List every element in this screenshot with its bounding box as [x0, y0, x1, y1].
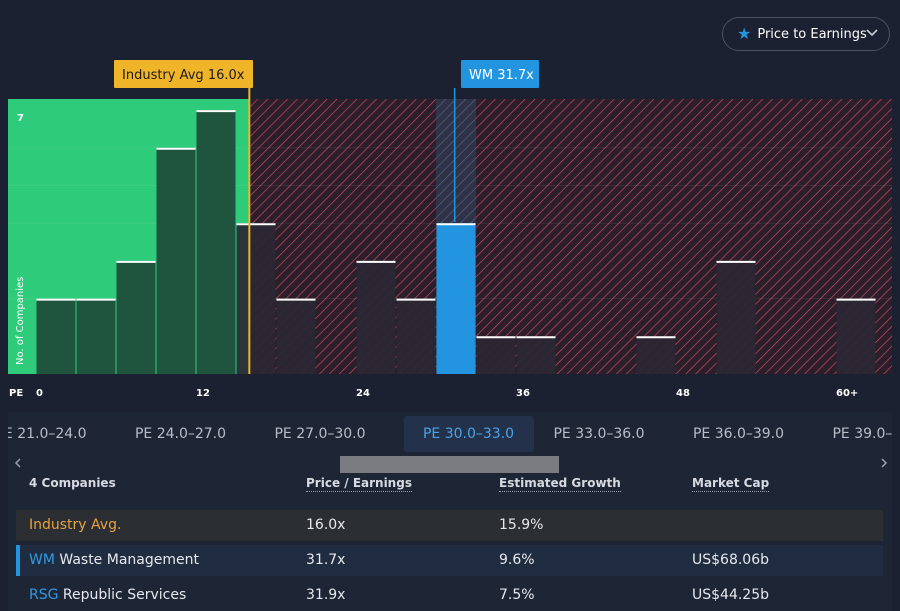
- pe-distribution-chart: Industry Avg 16.0x WM 31.7x 7 No. of Com…: [8, 60, 893, 399]
- bar-pe-12[interactable]: [196, 110, 236, 374]
- tab-pe-range[interactable]: PE 33.0–36.0: [553, 426, 645, 442]
- table-row[interactable]: WM Waste Management 31.7x 9.6% US$68.06b: [16, 545, 883, 576]
- row-company[interactable]: RSG Republic Services: [29, 587, 186, 603]
- bar-pe-51[interactable]: [716, 260, 756, 374]
- company-label: WM 31.7x: [469, 68, 534, 83]
- tab-pe-range[interactable]: PE 21.0–24.0: [8, 426, 87, 442]
- bar-pe-3[interactable]: [76, 298, 116, 374]
- bar-pe-0[interactable]: [36, 298, 76, 374]
- header-companies: 4 Companies: [29, 476, 116, 490]
- above-average-zone: [249, 99, 893, 374]
- row-name: Industry Avg.: [29, 517, 122, 533]
- metric-dropdown[interactable]: ★ Price to Earnings: [722, 17, 890, 51]
- row-growth: 9.6%: [499, 552, 535, 568]
- row-pe: 31.7x: [306, 552, 346, 568]
- star-icon: ★: [737, 24, 752, 43]
- row-pe: 16.0x: [306, 517, 346, 533]
- bar-pe-6[interactable]: [116, 260, 156, 374]
- tab-pe-range[interactable]: PE 24.0–27.0: [134, 426, 227, 442]
- table-header: 4 Companies Price / Earnings Estimated G…: [8, 472, 892, 498]
- row-market-cap: US$44.25b: [692, 587, 770, 603]
- x-tick-label: 0: [36, 388, 43, 399]
- company-marker: WM 31.7x: [461, 60, 539, 88]
- table-row[interactable]: RSG Republic Services 31.9x 7.5% US$44.2…: [16, 580, 883, 611]
- bar-pe-45[interactable]: [636, 336, 676, 374]
- x-axis-prefix: PE: [9, 388, 23, 399]
- bar-pe-9[interactable]: [156, 147, 196, 374]
- scroll-right-icon[interactable]: [878, 456, 890, 470]
- x-tick-label: 60+: [836, 388, 858, 399]
- bar-pe-36[interactable]: [516, 336, 556, 374]
- tab-pe-range[interactable]: PE 36.0–39.0: [692, 426, 785, 442]
- x-axis-ticks: 0 12 24 36 48 60+: [36, 388, 858, 399]
- selected-indicator: [16, 545, 20, 576]
- pe-range-tabs: PE 21.0–24.0 PE 24.0–27.0 PE 27.0–30.0 PE 3…: [8, 416, 892, 452]
- x-tick-label: 36: [516, 388, 530, 399]
- tabs-scrollbar[interactable]: [340, 456, 559, 473]
- row-growth: 15.9%: [499, 517, 544, 533]
- row-pe: 31.9x: [306, 587, 346, 603]
- bar-pe-30[interactable]: [436, 223, 476, 374]
- header-market-cap[interactable]: Market Cap: [692, 476, 770, 492]
- table-row: Industry Avg. 16.0x 15.9%: [16, 510, 883, 541]
- bar-pe-24[interactable]: [356, 260, 396, 374]
- x-tick-label: 12: [196, 388, 210, 399]
- tab-pe-range[interactable]: PE 30.0–33.0: [403, 416, 534, 452]
- industry-average-marker: Industry Avg 16.0x: [114, 60, 253, 88]
- row-name: Republic Services: [62, 587, 187, 603]
- row-growth: 7.5%: [499, 587, 535, 603]
- row-name: Waste Management: [59, 552, 199, 568]
- y-axis-max-label: 7: [17, 113, 24, 124]
- row-ticker: RSG: [29, 587, 59, 603]
- bar-pe-15[interactable]: [236, 223, 276, 374]
- bar-pe-18[interactable]: [276, 298, 316, 374]
- companies-panel: PE 21.0–24.0 PE 24.0–27.0 PE 27.0–30.0 PE 3…: [8, 412, 892, 611]
- bar-pe-33[interactable]: [476, 336, 516, 374]
- bar-pe-60[interactable]: [836, 298, 876, 374]
- x-tick-label: 24: [356, 388, 370, 399]
- industry-average-label: Industry Avg 16.0x: [122, 68, 245, 83]
- tab-pe-range[interactable]: PE 39.0–42.0: [832, 426, 892, 442]
- bars: [36, 110, 876, 374]
- tab-pe-range[interactable]: PE 27.0–30.0: [274, 426, 366, 442]
- y-axis-title: No. of Companies: [15, 277, 26, 365]
- metric-dropdown-label: Price to Earnings: [757, 26, 867, 42]
- header-price-earnings[interactable]: Price / Earnings: [306, 476, 412, 492]
- row-market-cap: US$68.06b: [692, 552, 770, 568]
- bar-pe-27[interactable]: [396, 298, 436, 374]
- row-company[interactable]: WM Waste Management: [29, 552, 199, 568]
- row-ticker: WM: [29, 552, 55, 568]
- x-tick-label: 48: [676, 388, 690, 399]
- chevron-down-icon: [866, 29, 878, 37]
- scroll-left-icon[interactable]: [12, 456, 24, 470]
- header-estimated-growth[interactable]: Estimated Growth: [499, 476, 621, 492]
